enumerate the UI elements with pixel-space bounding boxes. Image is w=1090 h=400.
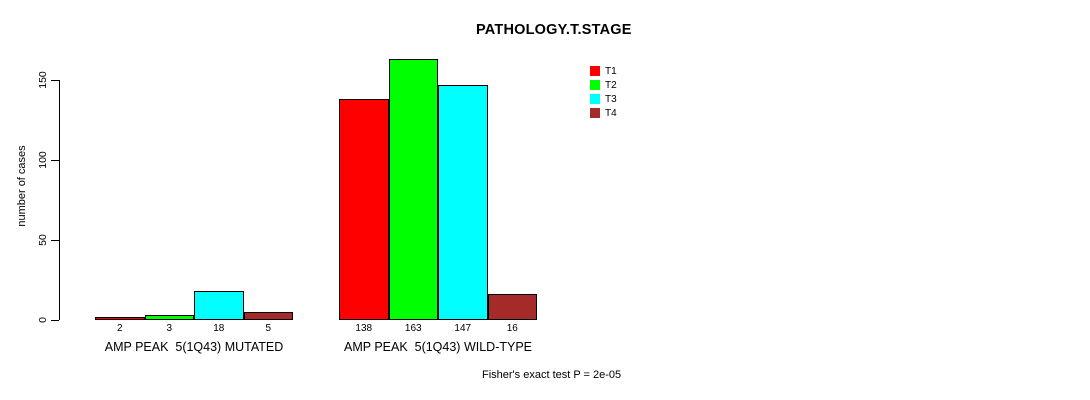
- bar-T2: [388, 59, 438, 320]
- y-axis-line: [59, 80, 60, 320]
- bar-T3: [438, 84, 488, 320]
- bar-value-label: 3: [166, 323, 173, 334]
- category-label: AMP PEAK 5(1Q43) WILD-TYPE: [343, 340, 533, 354]
- chart-title: PATHOLOGY.T.STAGE: [476, 22, 632, 38]
- bar-T3: [194, 291, 244, 320]
- y-axis-tick: [51, 80, 59, 81]
- bar-T1: [339, 99, 389, 320]
- y-axis-tick-label: 100: [37, 151, 49, 169]
- y-axis-tick: [51, 320, 59, 321]
- legend-item-T2: T2: [590, 78, 617, 92]
- legend-swatch-T2: [590, 80, 600, 90]
- legend-swatch-T4: [590, 108, 600, 118]
- bar-value-label: 5: [265, 323, 272, 334]
- bar-T2: [144, 315, 194, 320]
- y-axis-tick-label: 50: [37, 234, 49, 246]
- y-axis-tick: [51, 240, 59, 241]
- bar-value-label: 163: [404, 323, 422, 334]
- y-axis-label: number of cases: [16, 145, 28, 227]
- bar-value-label: 2: [116, 323, 123, 334]
- legend-item-T3: T3: [590, 92, 617, 106]
- y-axis-tick: [51, 160, 59, 161]
- y-axis-tick-label: 0: [37, 317, 49, 323]
- bar-value-label: 138: [355, 323, 373, 334]
- bar-value-label: 147: [454, 323, 472, 334]
- fisher-test-annotation: Fisher's exact test P = 2e-05: [482, 369, 622, 381]
- bar-T4: [243, 312, 293, 320]
- bar-value-label: 18: [213, 323, 225, 334]
- legend-label: T3: [605, 93, 617, 105]
- bar-T4: [487, 294, 537, 320]
- legend-item-T4: T4: [590, 106, 617, 120]
- bar-value-label: 16: [506, 323, 518, 334]
- category-label: AMP PEAK 5(1Q43) MUTATED: [104, 340, 284, 354]
- y-axis-tick-label: 150: [37, 71, 49, 89]
- legend-item-T1: T1: [590, 64, 617, 78]
- legend-swatch-T1: [590, 66, 600, 76]
- legend-label: T4: [605, 107, 617, 119]
- bar-T1: [95, 316, 145, 320]
- legend-label: T2: [605, 79, 617, 91]
- legend: T1 T2 T3 T4: [590, 64, 617, 120]
- legend-swatch-T3: [590, 94, 600, 104]
- legend-label: T1: [605, 65, 617, 77]
